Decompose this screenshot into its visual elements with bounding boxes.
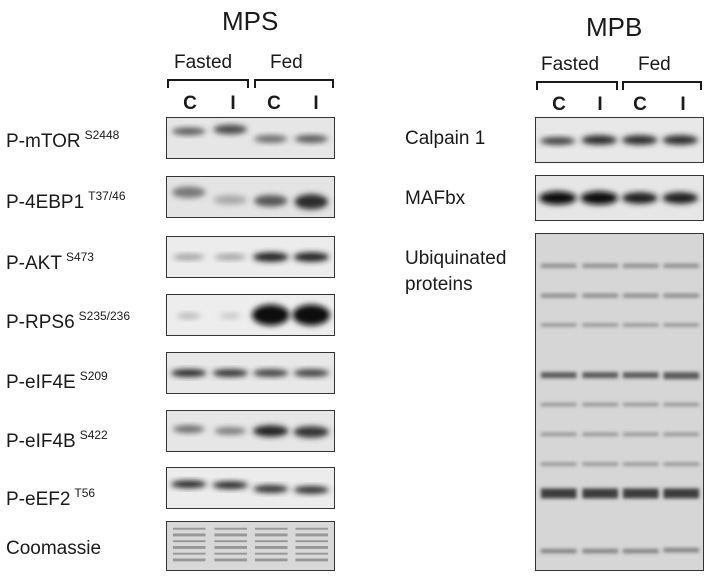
mpb-row-label-2: MAFbx xyxy=(405,188,466,209)
mps-row-label-6: P-eIF4B S422 xyxy=(6,424,108,453)
mpb-lane-3: C xyxy=(633,94,647,115)
mps-row-label-2: P-4EBP1 T37/46 xyxy=(6,185,126,214)
mps-group-fasted: Fasted xyxy=(174,52,233,73)
phospho-site: S422 xyxy=(79,428,108,442)
phospho-site: S209 xyxy=(79,369,108,383)
blot-image xyxy=(167,237,334,277)
protein-name: P-eIF4B xyxy=(6,431,76,452)
blot-panel-ubiquitin xyxy=(535,233,704,571)
phospho-site: S2448 xyxy=(84,128,120,142)
blot-panel-eif4b xyxy=(166,410,335,452)
phospho-site: T56 xyxy=(74,486,96,500)
mpb-lane-1: C xyxy=(552,94,566,115)
blot-image xyxy=(167,353,334,393)
mpb-title: MPB xyxy=(586,12,643,42)
blot-image xyxy=(536,176,703,220)
blot-image xyxy=(167,522,334,570)
mps-title: MPS xyxy=(222,6,279,36)
blot-panel-calpain1 xyxy=(535,117,704,163)
blot-panel-mtor xyxy=(166,117,335,159)
mpb-lane-4: I xyxy=(680,94,686,115)
protein-name: P-4EBP1 xyxy=(6,192,85,213)
blot-panel-rps6 xyxy=(166,294,335,336)
protein-name: P-mTOR xyxy=(6,131,81,152)
phospho-site: T37/46 xyxy=(88,189,126,203)
mps-row-label-1: P-mTOR S2448 xyxy=(6,124,119,153)
blot-image xyxy=(167,177,334,217)
blot-image xyxy=(536,118,703,162)
mpb-bracket-fed xyxy=(622,81,702,90)
blot-panel-akt xyxy=(166,236,335,278)
mps-group-fed: Fed xyxy=(270,52,303,73)
protein-name: P-AKT xyxy=(6,253,62,274)
blot-image xyxy=(167,118,334,158)
blot-image xyxy=(167,295,334,335)
mpb-lane-2: I xyxy=(597,94,603,115)
protein-name: P-eIF4E xyxy=(6,372,76,393)
mps-row-label-8: Coomassie xyxy=(6,538,101,560)
mpb-row-label-1: Calpain 1 xyxy=(405,128,486,149)
blot-image xyxy=(536,234,703,570)
mps-row-label-5: P-eIF4E S209 xyxy=(6,365,108,394)
phospho-site: S473 xyxy=(65,250,94,264)
blot-panel-4ebp1 xyxy=(166,176,335,218)
blot-image xyxy=(167,411,334,451)
mps-row-label-4: P-RPS6 S235/236 xyxy=(6,305,130,334)
protein-name: Coomassie xyxy=(6,538,102,559)
blot-image xyxy=(167,468,334,508)
phospho-site: S235/236 xyxy=(78,309,131,323)
blot-panel-eef2 xyxy=(166,467,335,509)
mps-row-label-3: P-AKT S473 xyxy=(6,246,94,275)
protein-name: P-RPS6 xyxy=(6,312,75,333)
mpb-group-fed: Fed xyxy=(638,54,671,75)
mps-lane-1: C xyxy=(183,93,197,114)
mpb-bracket-fasted xyxy=(536,81,618,90)
mps-bracket-fed xyxy=(254,79,334,88)
mps-lane-3: C xyxy=(267,93,281,114)
mps-lane-2: I xyxy=(230,93,236,114)
mpb-group-fasted: Fasted xyxy=(541,54,600,75)
blot-panel-coomassie xyxy=(166,521,335,571)
mps-row-label-7: P-eEF2 T56 xyxy=(6,482,95,511)
blot-panel-mafbx xyxy=(535,175,704,221)
mps-lane-4: I xyxy=(313,93,319,114)
mps-bracket-fasted xyxy=(167,79,249,88)
mpb-row-label-3: Ubiquinated proteins xyxy=(405,248,507,295)
blot-panel-eif4e xyxy=(166,352,335,394)
protein-name: P-eEF2 xyxy=(6,489,71,510)
